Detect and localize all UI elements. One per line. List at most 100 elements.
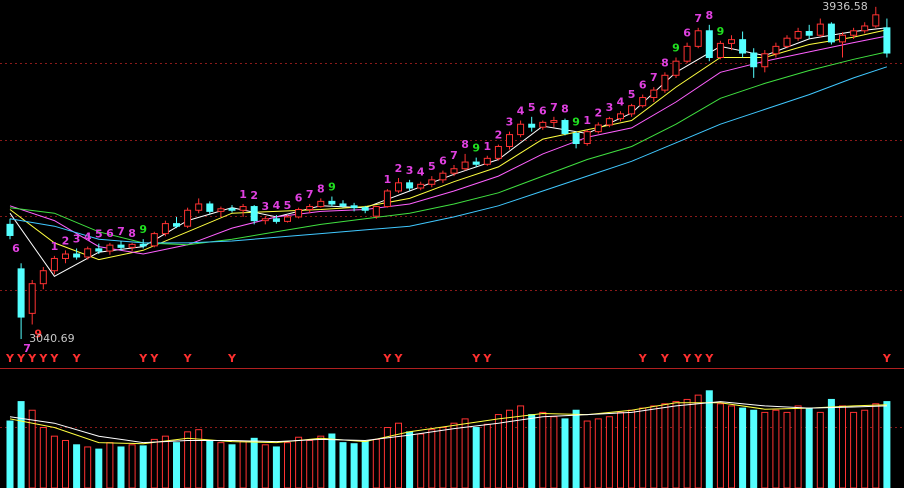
candle-body [617,113,624,120]
candle-body [328,200,336,205]
candle-body [572,133,580,145]
volume-bar [217,442,225,488]
candle-body [106,244,114,252]
count-label: 5 [95,228,103,241]
candle-body [306,206,314,211]
count-label: 8 [461,138,469,151]
signal-marker: Y [183,352,193,365]
candle-body [84,248,92,258]
candle-body [716,42,724,58]
volume-bar [272,446,280,488]
ma-line [9,35,887,255]
volume-bar [317,435,325,488]
signal-marker: Y [138,352,148,365]
count-label: 4 [417,166,425,179]
volume-bar [861,409,869,488]
volume-ma-line [9,401,887,444]
count-label: 6 [12,242,20,255]
volume-bar [761,411,769,488]
candle-body [494,145,502,159]
signal-marker: Y [693,352,703,365]
volume-bar [883,401,891,488]
candle-body [561,120,569,135]
candle-body [472,161,480,165]
count-label: 6 [106,227,114,240]
volume-bar [728,405,735,488]
volume-bar [583,420,591,488]
signal-marker: Y [49,352,59,365]
candle-body [805,31,813,36]
volume-bar [561,418,569,488]
signal-marker: Y [5,352,15,365]
count-label: 1 [239,188,247,201]
candle-body [728,39,735,44]
candle-body [539,121,547,128]
volume-bar [572,409,580,488]
candle-body [395,182,402,192]
candle-body [639,97,647,107]
count-label: 9 [672,41,680,54]
volume-bar [617,411,624,488]
candle-body [428,179,436,185]
volume-bar [839,405,846,488]
count-label: 1 [384,173,392,186]
volume-bar [139,445,147,488]
candle-body [794,31,802,39]
candle-body [284,216,291,222]
candle-body [517,123,525,136]
count-label: 9 [139,223,147,236]
signal-marker: Y [382,352,392,365]
volume-bar [517,405,525,488]
candle-body [206,203,214,212]
count-label: 2 [594,106,602,119]
count-label: 7 [117,225,125,238]
count-label: 5 [528,101,536,114]
volume-bar [439,427,447,488]
count-label: 1 [483,140,491,153]
count-label: 7 [550,101,558,114]
signal-marker: Y [394,352,404,365]
volume-bar [361,441,369,488]
candle-body [506,134,513,147]
candle-body [128,243,136,248]
count-label: 4 [517,105,525,118]
count-label: 2 [495,129,503,142]
volume-bar [195,429,203,488]
candle-body [50,257,58,272]
count-label: 2 [62,234,70,247]
volume-bar [372,438,380,488]
candle-body [694,30,702,47]
volume-bar [206,439,214,488]
volume-bar [150,438,158,488]
candle-body [406,182,414,189]
candle-body [628,105,636,115]
count-label: 7 [306,188,314,201]
count-label: 4 [273,199,281,212]
candle-body [139,243,147,247]
count-label: 5 [428,160,436,173]
count-label: 7 [450,149,458,162]
volume-bar [594,418,602,488]
volume-bar [450,422,458,488]
volume-bar [84,446,92,488]
volume-bar [805,407,813,488]
volume-bar [284,442,291,488]
count-label: 4 [84,231,92,244]
count-label: 8 [561,103,569,116]
volume-bar [750,409,758,488]
volume-bar [494,414,502,488]
candle-body [850,30,858,36]
count-label: 6 [683,27,691,40]
ma-line [9,29,888,261]
volume-bar [228,444,236,488]
volume-bar [816,411,824,488]
volume-bar [173,442,180,488]
volume-bar [239,441,247,488]
candle-body [6,223,14,236]
count-label: 8 [661,56,669,69]
candle-body [228,208,236,211]
candle-body [450,168,458,174]
volume-bar [106,442,114,488]
candle-body [872,14,880,27]
